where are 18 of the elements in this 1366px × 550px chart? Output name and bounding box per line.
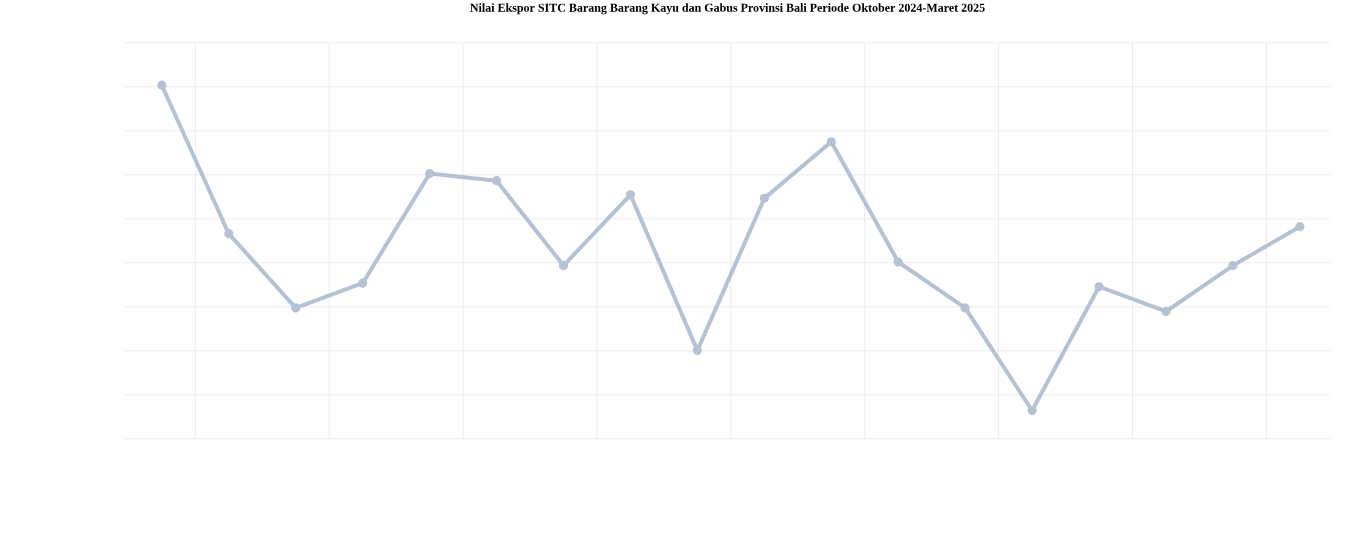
point	[1228, 261, 1238, 271]
point	[893, 257, 903, 267]
point	[358, 278, 368, 288]
point	[224, 229, 234, 239]
point	[558, 261, 569, 271]
point	[1027, 406, 1037, 416]
point	[826, 137, 836, 147]
point	[759, 193, 769, 204]
chart-title: Nilai Ekspor SITC Barang Barang Kayu dan Gabus Provinsi Bali Periode Oktober 2024-Maret 2025	[470, 3, 985, 15]
point	[1295, 222, 1305, 232]
point	[291, 303, 301, 313]
point	[157, 80, 167, 90]
point	[425, 169, 435, 179]
point	[625, 190, 636, 200]
point	[1094, 282, 1104, 292]
point	[1161, 307, 1171, 317]
point	[491, 176, 502, 186]
point	[960, 303, 970, 313]
